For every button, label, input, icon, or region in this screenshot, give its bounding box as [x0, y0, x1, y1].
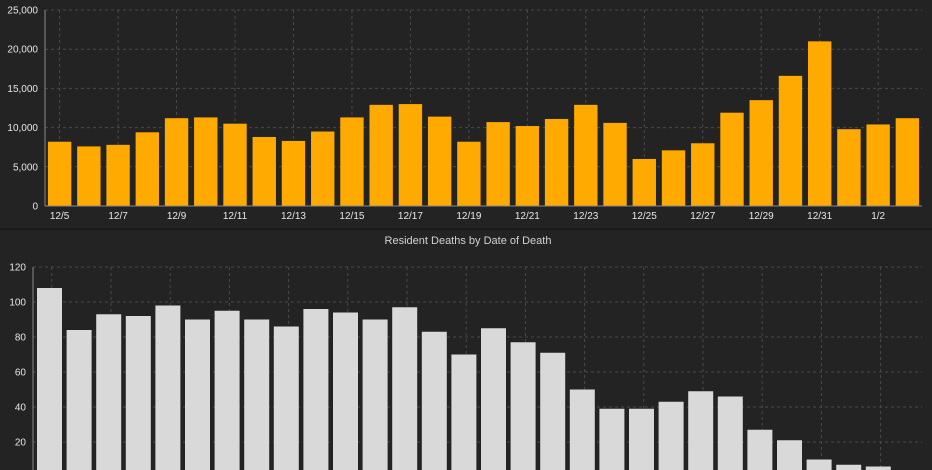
case-bar	[515, 126, 540, 206]
case-bar	[311, 131, 335, 206]
case-bar	[106, 144, 130, 206]
death-bar	[37, 288, 62, 470]
case-bar	[486, 122, 510, 206]
deaths-chart-title: Resident Deaths by Date of Death	[385, 235, 552, 247]
death-bar	[599, 408, 625, 470]
death-bar	[125, 316, 151, 470]
y-tick-label: 40	[15, 403, 27, 414]
x-tick-label: 12/11	[223, 211, 248, 222]
death-bar	[865, 466, 891, 470]
case-bar	[194, 117, 218, 206]
x-tick-label: 12/9	[167, 211, 187, 222]
death-bar	[806, 459, 832, 470]
case-bar	[749, 100, 773, 206]
case-bar	[807, 41, 832, 206]
death-bar	[569, 389, 595, 470]
death-bar	[688, 391, 714, 470]
y-tick-label: 120	[9, 263, 26, 274]
case-bar	[340, 117, 364, 206]
case-bar	[720, 112, 744, 206]
death-bar	[510, 342, 536, 470]
case-bar	[661, 150, 686, 206]
death-bar	[540, 352, 566, 470]
death-bar	[747, 429, 773, 470]
case-bar	[252, 137, 276, 206]
y-tick-label: 5,000	[13, 162, 38, 173]
death-bar	[214, 310, 240, 470]
death-bar	[717, 396, 743, 470]
x-tick-label: 12/5	[50, 211, 70, 222]
case-bar	[778, 75, 803, 206]
death-bar	[333, 312, 358, 470]
case-bar	[369, 104, 393, 206]
x-tick-label: 12/7	[108, 211, 128, 222]
case-bar	[47, 141, 72, 206]
death-bar	[392, 307, 418, 470]
death-bar	[451, 354, 477, 470]
x-tick-label: 12/23	[573, 211, 598, 222]
cases-bar-chart: 0 5,000 10,000 15,000 20,000 25,000 12/5 12/7 12…	[7, 6, 922, 222]
x-tick-label: 12/31	[807, 211, 832, 222]
case-bar	[632, 158, 656, 206]
x-tick-label: 12/21	[515, 211, 540, 222]
y-tick-label: 100	[9, 298, 26, 309]
x-tick-label: 12/25	[632, 211, 657, 222]
case-bar	[223, 123, 247, 206]
y-tick-label: 25,000	[7, 6, 38, 17]
case-bar	[164, 118, 189, 206]
death-bar	[155, 305, 181, 470]
death-bar	[185, 319, 210, 470]
case-bar	[895, 118, 920, 206]
case-bar	[866, 124, 890, 206]
case-bar	[544, 118, 569, 206]
case-bar	[135, 132, 160, 206]
death-bar	[421, 331, 447, 470]
y-tick-label: 0	[32, 202, 38, 213]
y-tick-label: 15,000	[7, 84, 38, 95]
case-bar	[457, 141, 481, 206]
case-bar	[603, 122, 627, 206]
y-tick-label: 80	[15, 333, 27, 344]
y-tick-label: 20,000	[7, 45, 38, 56]
death-bar	[481, 328, 506, 470]
death-bar	[362, 319, 388, 470]
death-bar	[777, 440, 802, 470]
death-bar	[244, 319, 270, 470]
case-bar	[77, 146, 101, 206]
death-bar	[273, 326, 299, 470]
x-tick-label: 12/13	[281, 211, 306, 222]
death-bar	[96, 314, 122, 470]
y-tick-label: 60	[15, 368, 27, 379]
x-tick-label: 12/27	[690, 211, 715, 222]
y-tick-label: 20	[15, 438, 27, 449]
deaths-bar-chart: Resident Deaths by Date of Death 20 40 60 80…	[9, 235, 922, 470]
death-bar	[629, 408, 654, 470]
x-tick-label: 12/19	[456, 211, 481, 222]
case-bar	[837, 129, 861, 206]
y-tick-label: 10,000	[7, 123, 38, 134]
case-bar	[574, 104, 598, 206]
death-bar	[303, 309, 329, 470]
case-bar	[691, 143, 715, 206]
case-bar	[398, 104, 423, 206]
x-tick-label: 12/15	[339, 211, 364, 222]
x-tick-label: 1/2	[871, 211, 885, 222]
death-bar	[66, 330, 92, 470]
x-tick-label: 12/29	[749, 211, 774, 222]
death-bar	[658, 401, 684, 470]
case-bar	[281, 140, 306, 206]
case-bar	[427, 116, 452, 206]
panel-divider	[0, 228, 932, 230]
x-tick-label: 12/17	[398, 211, 423, 222]
death-bar	[836, 464, 862, 470]
